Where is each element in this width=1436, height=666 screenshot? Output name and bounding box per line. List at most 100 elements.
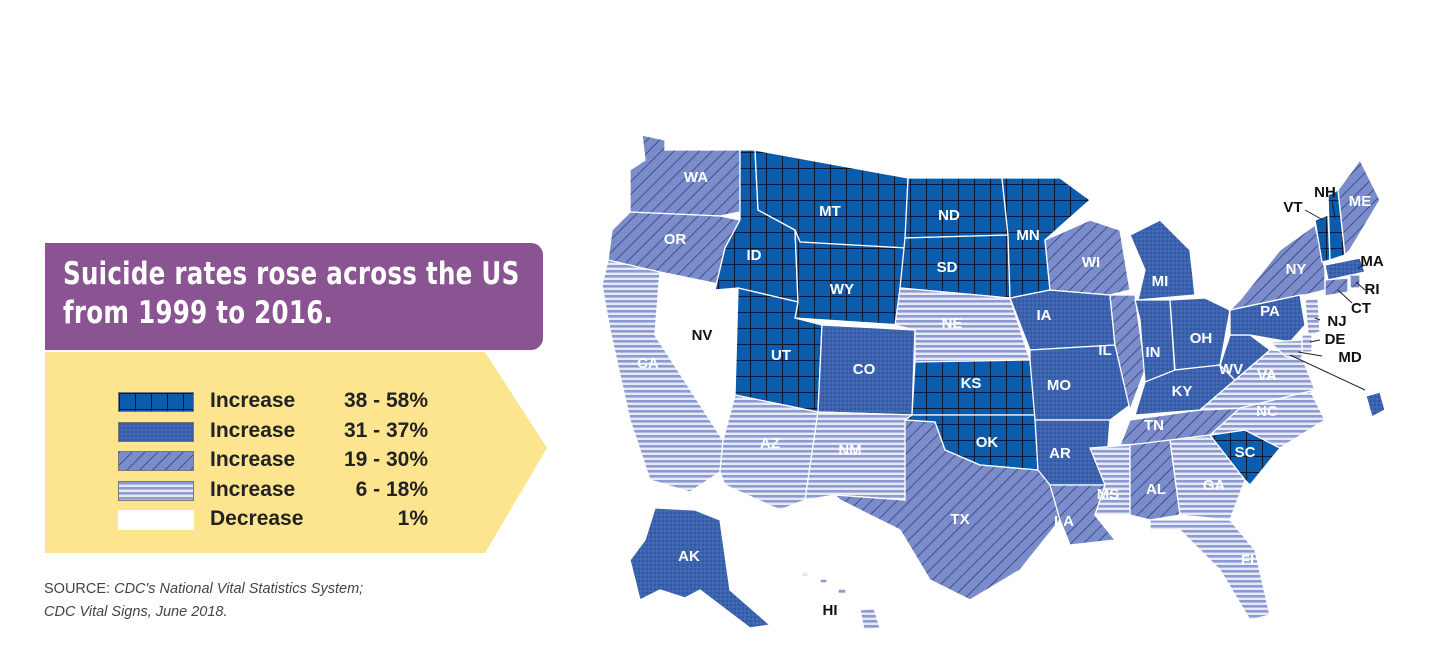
state-OH [1169, 297, 1231, 371]
legend-range: 6 - 18% [355, 478, 428, 501]
label-MO: MO [1047, 377, 1071, 394]
label-OK: OK [976, 434, 999, 451]
leader-ma [1357, 264, 1366, 269]
legend-swatch-dots [118, 422, 194, 442]
label-SD: SD [937, 259, 958, 276]
state-TX [833, 419, 1061, 601]
label-NC: NC [1256, 403, 1278, 420]
leader-de [1309, 339, 1321, 343]
state-DC [1365, 391, 1386, 418]
label-IL: IL [1098, 342, 1111, 359]
title-banner: Suicide rates rose across the US from 19… [45, 243, 543, 350]
legend-label: Increase [210, 389, 296, 412]
label-CO: CO [853, 361, 876, 378]
state-AK [629, 507, 772, 629]
legend-swatch-grid [118, 392, 194, 412]
source-prefix: SOURCE: [44, 581, 115, 597]
label-NJ: NJ [1327, 313, 1346, 330]
legend-label: Decrease [210, 507, 304, 530]
label-MA: MA [1360, 253, 1383, 270]
hawaii-island-small-3 [837, 587, 847, 595]
label-TN: TN [1144, 417, 1164, 434]
label-AR: AR [1049, 445, 1071, 462]
label-WA: WA [684, 169, 708, 186]
state-WA [629, 134, 741, 217]
label-IA: IA [1037, 307, 1052, 324]
state-FL [1149, 519, 1271, 621]
label-AZ: AZ [760, 435, 780, 452]
state-AL [1129, 439, 1181, 521]
label-SC: SC [1235, 444, 1256, 461]
label-ID: ID [747, 247, 762, 264]
legend-swatch-diagonal [118, 451, 194, 471]
legend-range: 19 - 30% [343, 448, 428, 471]
label-IN: IN [1146, 344, 1161, 361]
label-UT: UT [771, 347, 791, 364]
state-ME [1337, 158, 1381, 257]
label-NH: NH [1314, 184, 1336, 201]
label-AL: AL [1146, 481, 1166, 498]
label-MD: MD [1338, 349, 1361, 366]
us-map: WA OR CA NV ID MT WY UT CO AZ NM ND SD N… [601, 134, 1386, 631]
label-GA: GA [1203, 477, 1226, 494]
leader-vt [1304, 209, 1324, 221]
state-MS [1089, 444, 1131, 516]
state-WV [1219, 334, 1272, 381]
state-MO [1029, 344, 1131, 421]
state-MD [1268, 339, 1303, 361]
source-line-1: CDC's National Vital Statistics System; [114, 581, 364, 597]
leader-dc [1289, 354, 1366, 391]
leader-md [1297, 351, 1323, 357]
state-HI [859, 607, 881, 631]
state-NY [1227, 223, 1326, 312]
label-CT: CT [1351, 300, 1371, 317]
label-AK: AK [678, 548, 700, 565]
hawaii-island-small-1 [801, 571, 809, 577]
legend-label: Increase [210, 478, 296, 501]
label-PA: PA [1260, 303, 1280, 320]
state-AZ [719, 394, 819, 511]
legend-range: 31 - 37% [343, 419, 428, 442]
label-KY: KY [1172, 383, 1193, 400]
label-NV: NV [692, 327, 713, 344]
state-MA [1324, 257, 1366, 281]
label-FL: FL [1241, 552, 1259, 569]
leader-nj [1314, 317, 1321, 321]
state-IL [1109, 294, 1146, 413]
label-WV: WV [1219, 361, 1243, 378]
state-NJ [1304, 297, 1321, 336]
label-MI: MI [1152, 273, 1169, 290]
label-RI: RI [1365, 281, 1380, 298]
label-VA: VA [1257, 367, 1277, 384]
label-HI: HI [823, 602, 838, 619]
state-RI [1349, 274, 1361, 289]
label-NM: NM [838, 442, 861, 459]
label-MT: MT [819, 203, 841, 220]
label-WY: WY [830, 281, 854, 298]
state-WI [1044, 219, 1131, 296]
source-note: SOURCE: CDC's National Vital Statistics … [44, 578, 363, 624]
label-KS: KS [961, 375, 982, 392]
label-VT: VT [1283, 199, 1302, 216]
state-DE [1301, 334, 1313, 353]
leader-ct [1337, 289, 1353, 304]
title-line-1: Suicide rates rose across the US [63, 256, 520, 292]
state-CT [1324, 277, 1349, 297]
label-OR: OR [664, 231, 687, 248]
label-MN: MN [1016, 227, 1039, 244]
legend-swatch-horizontal [118, 481, 194, 501]
label-NE: NE [942, 315, 963, 332]
label-NY: NY [1286, 261, 1307, 278]
legend-label: Increase [210, 448, 296, 471]
title-line-2: from 1999 to 2016. [63, 295, 334, 331]
label-CA: CA [637, 355, 659, 372]
label-OH: OH [1190, 330, 1213, 347]
label-ME: ME [1349, 193, 1372, 210]
state-MI [1129, 219, 1196, 301]
label-LA: LA [1054, 513, 1074, 530]
label-WI: WI [1082, 254, 1100, 271]
legend-swatch-decrease [118, 510, 194, 530]
leader-nh [1331, 199, 1336, 219]
leader-ri [1355, 281, 1366, 291]
label-ND: ND [938, 207, 960, 224]
